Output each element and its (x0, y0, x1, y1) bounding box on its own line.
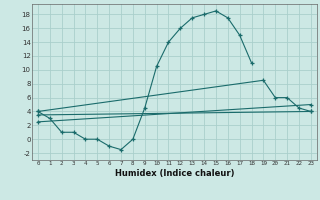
X-axis label: Humidex (Indice chaleur): Humidex (Indice chaleur) (115, 169, 234, 178)
